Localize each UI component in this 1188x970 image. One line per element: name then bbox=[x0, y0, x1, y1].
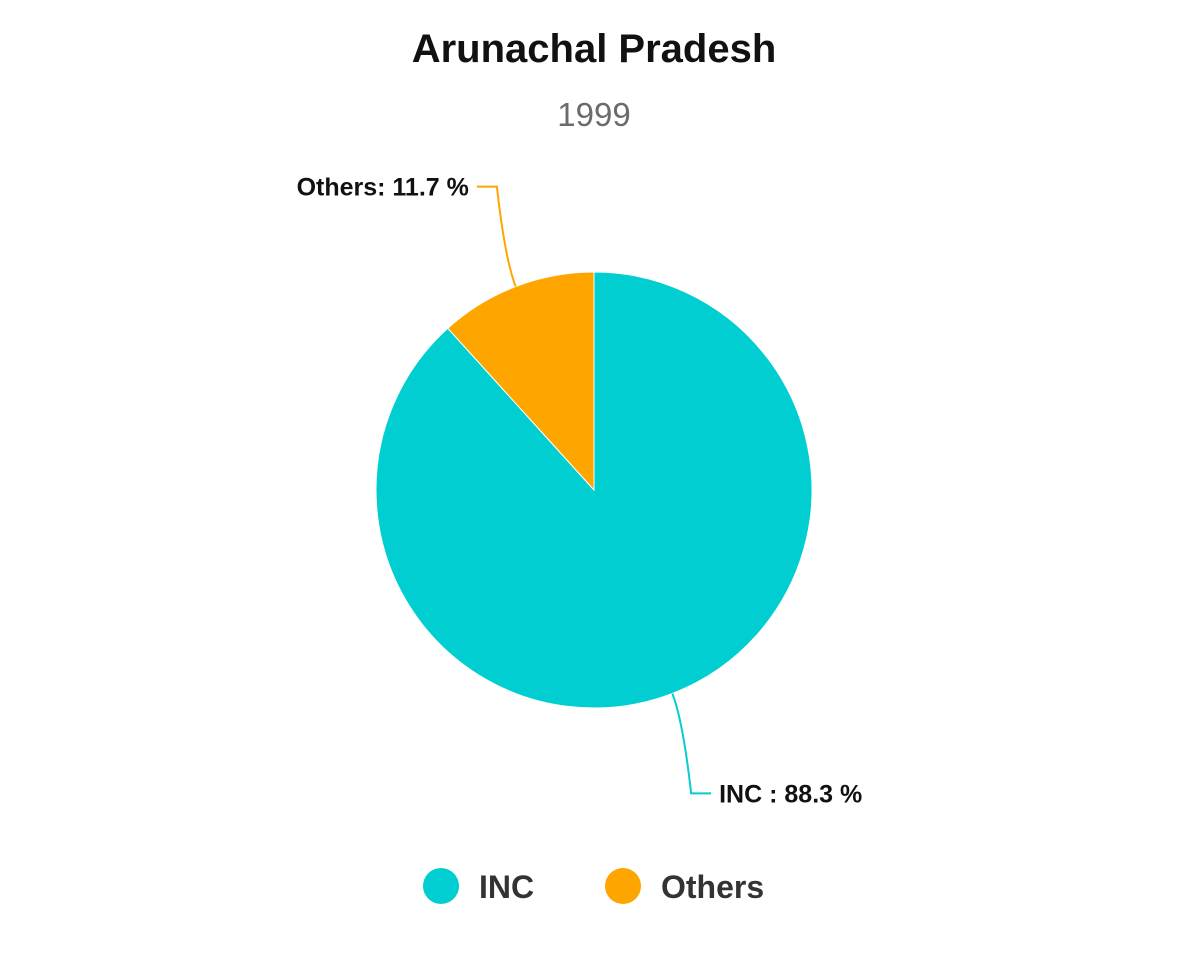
legend-marker-others bbox=[605, 868, 641, 904]
data-label-others: Others: 11.7 % bbox=[297, 174, 469, 202]
connector-line-others bbox=[476, 185, 517, 287]
pie-slice-others[interactable] bbox=[447, 271, 595, 492]
legend-marker-inc bbox=[423, 868, 459, 904]
legend-item-others[interactable]: Others bbox=[605, 868, 764, 905]
chart-title: Arunachal Pradesh bbox=[412, 27, 777, 71]
legend-label-inc: INC bbox=[479, 869, 534, 905]
legend: INC Others bbox=[423, 868, 764, 905]
chart-subtitle: 1999 bbox=[557, 96, 630, 133]
pie-slices bbox=[375, 271, 813, 709]
slice-data-labels: INC : 88.3 % Others: 11.7 % bbox=[297, 174, 863, 809]
legend-label-others: Others bbox=[661, 869, 764, 905]
legend-item-inc[interactable]: INC bbox=[423, 868, 534, 905]
data-label-inc: INC : 88.3 % bbox=[719, 780, 862, 808]
connector-line-inc bbox=[671, 693, 712, 795]
